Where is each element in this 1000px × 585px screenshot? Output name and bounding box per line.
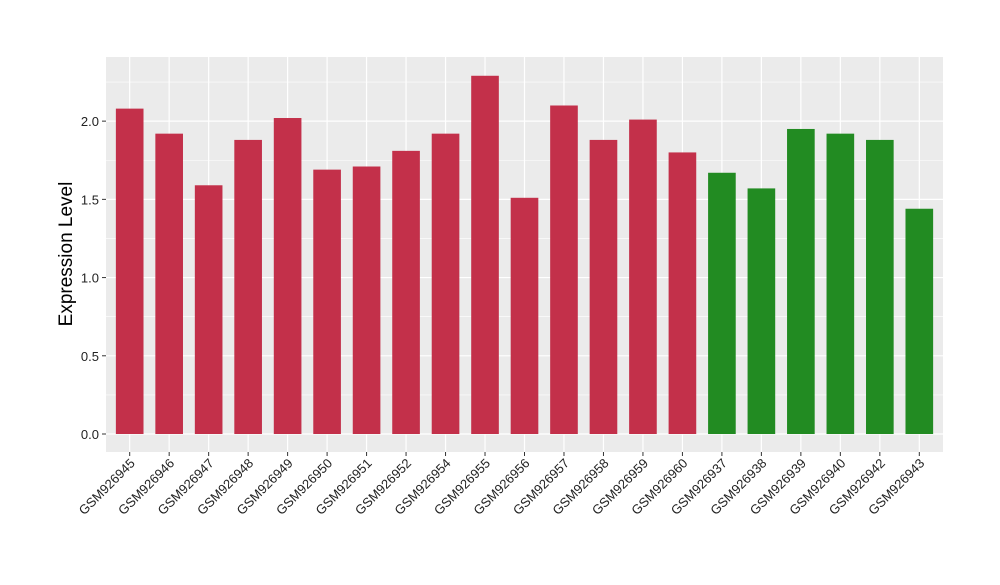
bar-GSM926948 [234,139,262,435]
bar-GSM926950 [313,169,341,435]
bar-GSM926952 [392,150,420,435]
bar-GSM926956 [510,197,539,435]
bar-GSM926955 [471,75,499,435]
bar-GSM926939 [787,128,815,435]
y-tick-label: 1.0 [81,271,99,286]
bars [115,75,934,435]
bar-GSM926951 [352,166,381,435]
x-axis: GSM926945GSM926946GSM926947GSM926948GSM9… [76,452,927,518]
y-tick-label: 2.0 [81,114,99,129]
bar-GSM926960 [668,152,697,435]
bar-GSM926943 [905,208,934,435]
bar-GSM926954 [431,133,460,435]
bar-GSM926946 [155,133,183,435]
y-axis: 0.0 0.5 1.0 1.5 2.0 [81,114,106,442]
bar-GSM926942 [866,139,894,435]
y-tick-label: 0.0 [81,427,99,442]
y-tick-label: 1.5 [81,192,99,207]
bar-GSM926937 [708,172,736,435]
bar-GSM926949 [273,118,302,435]
bar-GSM926947 [194,185,223,435]
bar-GSM926945 [115,108,144,435]
y-tick-label: 0.5 [81,349,99,364]
bar-GSM926938 [747,188,776,435]
bar-GSM926959 [629,119,657,435]
bar-GSM926958 [589,139,618,435]
bar-GSM926957 [550,105,578,435]
bar-GSM926940 [826,133,855,435]
y-axis-label: Expression Level [56,182,77,327]
